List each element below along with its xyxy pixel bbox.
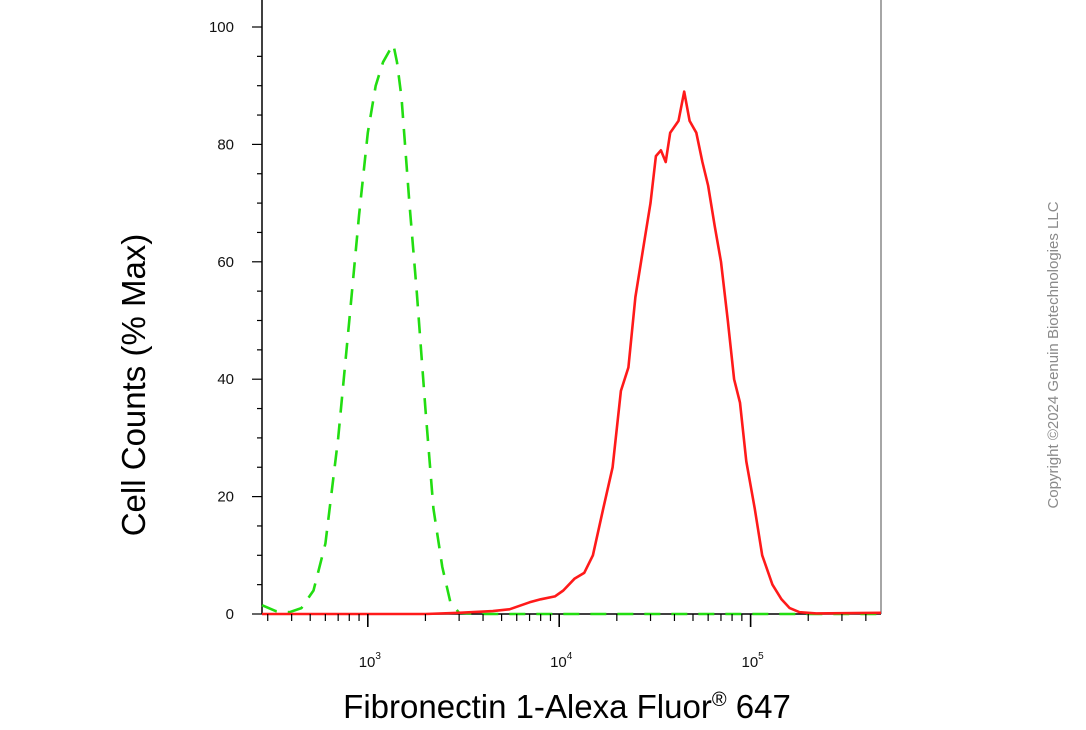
series-layer — [261, 43, 882, 616]
y-tick-label: 80 — [217, 136, 234, 153]
x-tick-label: 103 — [359, 651, 382, 671]
copyright-watermark: Copyright ©2024 Genuin Biotechnologies L… — [1045, 201, 1062, 508]
x-axis-title-suffix: 647 — [727, 688, 791, 725]
x-axis: 103 104 105 — [267, 614, 867, 671]
x-axis-title-superscript: ® — [712, 689, 727, 711]
y-tick-label: 60 — [217, 254, 234, 271]
y-tick-label: 20 — [217, 489, 234, 506]
x-tick-label: 105 — [741, 651, 764, 671]
y-tick-label: 40 — [217, 371, 234, 388]
x-tick-label: 104 — [550, 651, 573, 671]
x-axis-title-main: Fibronectin 1-Alexa Fluor — [343, 688, 712, 725]
y-tick-label: 0 — [226, 606, 234, 623]
y-axis: 0 20 40 60 80 100 — [209, 19, 262, 623]
stained-sample-histogram-line — [262, 90, 882, 616]
y-axis-title: Cell Counts (% Max) — [115, 234, 152, 537]
y-tick-label: 100 — [209, 19, 234, 36]
x-axis-title: Fibronectin 1-Alexa Fluor® 647 — [343, 688, 791, 725]
